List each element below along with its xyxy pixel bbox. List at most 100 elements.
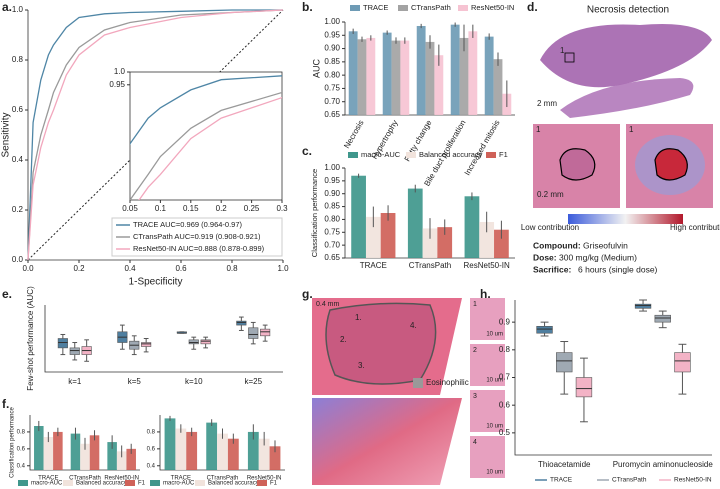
y-tick-label: 0.75 xyxy=(324,227,340,236)
tile-scale: 10 um xyxy=(486,470,503,476)
box xyxy=(260,328,271,337)
legend-swatch xyxy=(125,480,135,486)
legend-swatch xyxy=(257,480,267,486)
legend-swatch xyxy=(398,5,408,11)
bar xyxy=(484,36,494,115)
info-value: 300 mg/kg (Medium) xyxy=(559,252,637,262)
y-tick-label: 0.85 xyxy=(324,57,340,66)
x-tick-label: k=10 xyxy=(185,377,203,386)
roc-line xyxy=(27,9,284,261)
legend-swatch xyxy=(350,5,360,11)
x-tick-label: 0.8 xyxy=(226,264,238,273)
legend-label: CTransPath AUC=0.919 (0.908-0.921) xyxy=(133,232,261,241)
inset-x-tick-label: 0.25 xyxy=(244,204,260,213)
region-label: 3. xyxy=(358,361,365,370)
legend-label: TRACE xyxy=(550,477,573,484)
y-tick-label: 0.9 xyxy=(499,317,511,326)
panel-label: f. xyxy=(2,397,9,411)
box xyxy=(556,352,573,373)
y-tick-label: 0.7 xyxy=(499,373,511,382)
legend-swatch xyxy=(486,152,496,158)
bar xyxy=(450,24,460,115)
panel-label: a. xyxy=(2,0,12,14)
y-tick-label: 0.4 xyxy=(147,463,156,469)
x-tick-label: ResNet50-IN xyxy=(464,261,510,270)
y-tick-label: 0.95 xyxy=(324,176,340,185)
panel-label: e. xyxy=(2,287,12,301)
x-tick-label: k=25 xyxy=(244,377,262,386)
legend-label: CTransPath xyxy=(411,3,451,12)
tile-label: 2 xyxy=(473,347,477,354)
bar xyxy=(107,442,117,470)
tile-scale: 10 um xyxy=(486,332,503,338)
bar xyxy=(227,438,239,470)
y-axis-label: Few-shot performance (AUC) xyxy=(26,286,35,391)
y-axis-label: AUC xyxy=(311,59,321,79)
y-tick-label: 0.85 xyxy=(324,202,340,211)
x-tick-label: TRACE xyxy=(38,476,58,482)
bar xyxy=(400,40,410,115)
legend-label: F1 xyxy=(499,150,508,159)
x-tick-label: CTransPath xyxy=(207,476,239,482)
axis-line xyxy=(29,415,140,471)
y-tick-label: 0.90 xyxy=(324,189,340,198)
tile-label: 3 xyxy=(473,393,477,400)
legend-swatch xyxy=(406,152,416,158)
info-key: Compound: xyxy=(533,240,581,250)
bar xyxy=(366,37,376,115)
legend-label: ResNet50-IN xyxy=(471,3,514,12)
box xyxy=(575,377,593,398)
legend-label: F1 xyxy=(138,481,146,487)
legend-swatch xyxy=(63,480,73,486)
y-tick-label: 0.6 xyxy=(17,446,26,452)
info-value: Griseofulvin xyxy=(583,240,628,250)
box xyxy=(188,339,199,345)
legend-label: CTransPath xyxy=(612,477,647,484)
bar xyxy=(43,437,54,470)
box xyxy=(674,352,691,373)
bar xyxy=(164,418,176,470)
bar xyxy=(357,39,367,116)
box xyxy=(141,342,152,347)
x-tick-label: k=5 xyxy=(128,377,142,386)
inset-y-tick-label: 0.95 xyxy=(109,80,125,89)
region-label: 1. xyxy=(355,313,362,322)
bar xyxy=(365,216,381,258)
axis-line xyxy=(44,305,283,373)
panel-g-images xyxy=(312,298,505,485)
region-label: 4. xyxy=(410,321,417,330)
y-tick-label: 0.70 xyxy=(324,97,340,106)
x-tick-label: TRACE xyxy=(360,261,387,270)
inset-x-tick-label: 0.3 xyxy=(276,204,288,213)
bar xyxy=(422,228,438,258)
image-title: Necrosis detection xyxy=(587,5,669,16)
inset-x-tick-label: 0.1 xyxy=(155,204,167,213)
legend-label: Balanced accuracy xyxy=(76,481,127,487)
x-tick-label: Puromycin aminonucleoside xyxy=(613,460,714,469)
y-tick-label: 1.0 xyxy=(12,5,24,14)
info-value: 6 hours (single dose) xyxy=(578,264,658,274)
bar xyxy=(217,433,228,470)
y-tick-label: 0.2 xyxy=(12,205,24,214)
legend-label: macro-AUC xyxy=(361,150,401,159)
x-tick-label: ResNet50-IN xyxy=(247,476,282,482)
legend-swatch xyxy=(150,480,160,486)
region-label: 2. xyxy=(340,335,347,344)
x-tick-label: 0.4 xyxy=(124,264,136,273)
bar xyxy=(348,31,358,115)
y-tick-label: 0.65 xyxy=(324,110,340,119)
bar xyxy=(391,40,401,115)
y-tick-label: 1.00 xyxy=(324,17,340,26)
y-tick-label: 0.5 xyxy=(499,428,511,437)
bar xyxy=(437,227,453,258)
colorbar-label: High contribution xyxy=(670,223,720,232)
x-tick-label: Necrosis xyxy=(342,119,365,150)
inset-x-tick-label: 0.2 xyxy=(216,204,228,213)
bar xyxy=(258,438,270,470)
box xyxy=(634,303,652,309)
y-tick-label: 0.4 xyxy=(12,155,24,164)
y-tick-label: 0.70 xyxy=(324,240,340,249)
bar xyxy=(80,443,90,470)
scale-label: 0.2 mm xyxy=(537,190,564,199)
region-label: 1 xyxy=(560,46,565,55)
